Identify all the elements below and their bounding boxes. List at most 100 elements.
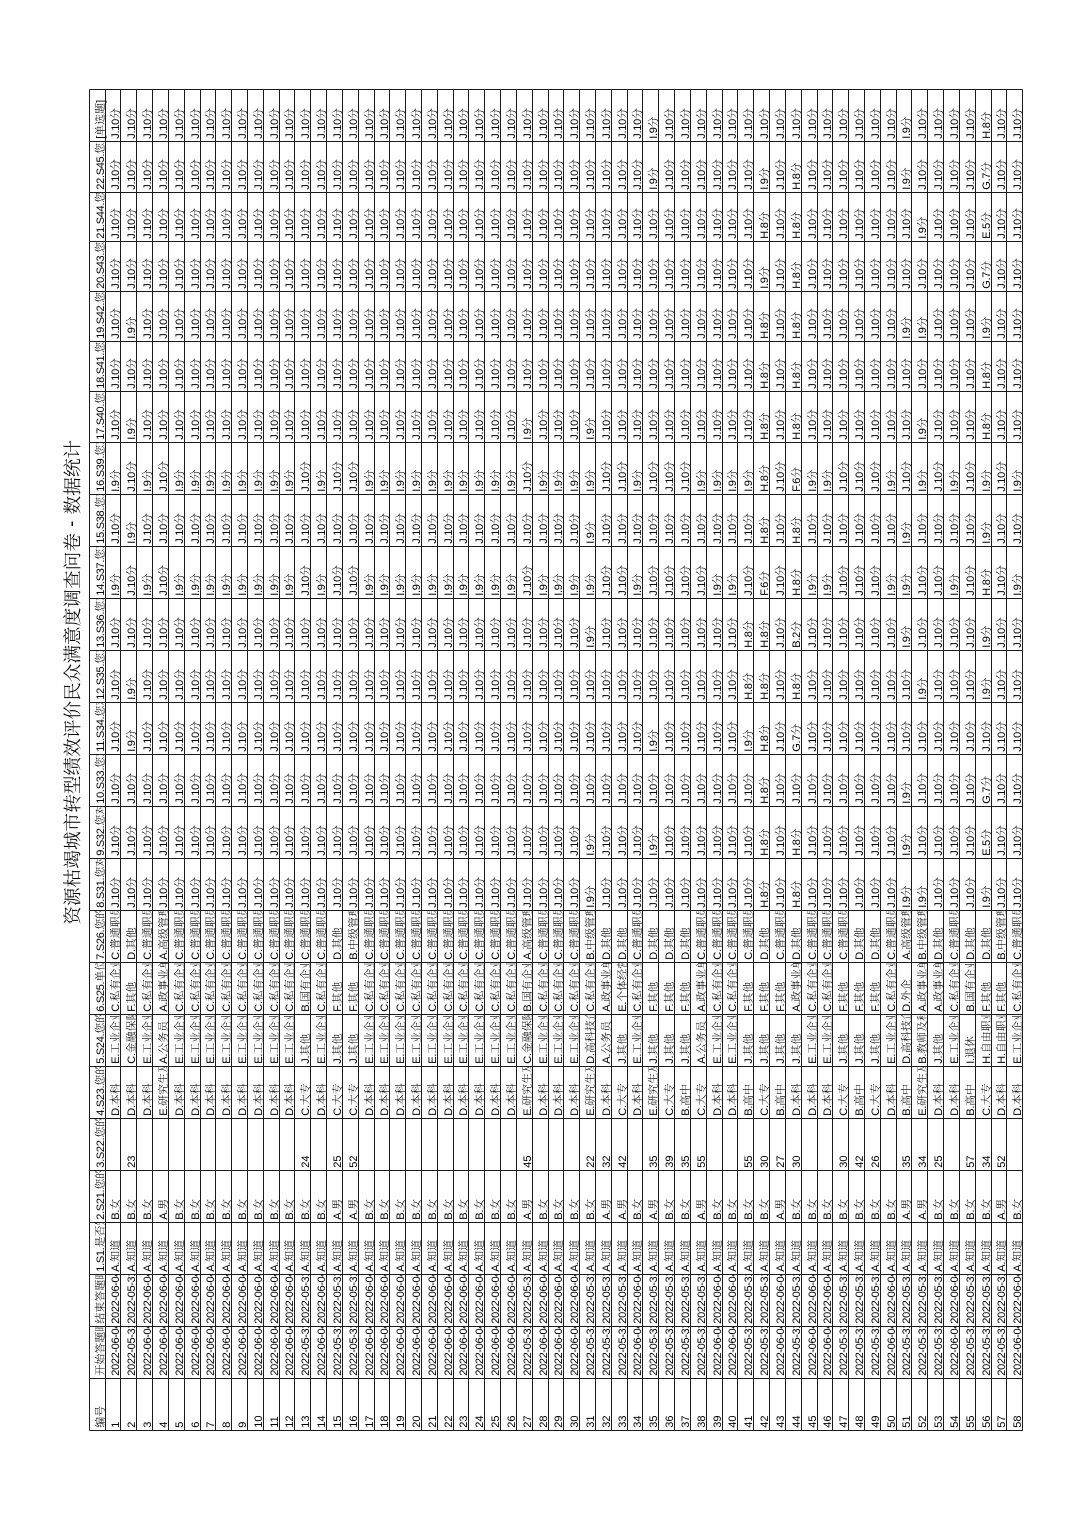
svg-text:29: 29 [553, 1415, 565, 1427]
svg-text:6.S25.: 6.S25. [95, 981, 107, 1011]
svg-text:36: 36 [664, 1415, 676, 1427]
svg-text:39: 39 [712, 1415, 724, 1427]
svg-text:8: 8 [221, 1422, 233, 1428]
svg-text:21.S44.: 21.S44. [95, 203, 107, 239]
svg-text:25: 25 [332, 1155, 344, 1167]
svg-text:26: 26 [870, 1155, 882, 1167]
svg-text:-: - [60, 521, 81, 527]
svg-text:2: 2 [126, 1422, 138, 1428]
svg-text:15: 15 [332, 1415, 344, 1427]
svg-text:7: 7 [205, 1422, 217, 1428]
svg-text:52: 52 [996, 1155, 1008, 1167]
svg-text:45: 45 [807, 1415, 819, 1427]
svg-text:37: 37 [680, 1415, 692, 1427]
svg-text:46: 46 [822, 1415, 834, 1427]
svg-text:24: 24 [300, 1155, 312, 1167]
svg-text:6: 6 [190, 1422, 202, 1428]
svg-text:38: 38 [696, 1415, 708, 1427]
svg-text:1.S1.: 1.S1. [95, 1247, 107, 1271]
svg-text:27: 27 [775, 1155, 787, 1167]
svg-text:31: 31 [585, 1415, 597, 1427]
svg-text:39: 39 [664, 1155, 676, 1167]
svg-text:17: 17 [364, 1415, 376, 1427]
svg-text:30: 30 [791, 1155, 803, 1167]
svg-text:40: 40 [727, 1415, 739, 1427]
svg-text:8.S31.: 8.S31. [95, 877, 107, 907]
svg-text:32: 32 [601, 1415, 613, 1427]
svg-text:30: 30 [838, 1155, 850, 1167]
svg-text:56: 56 [981, 1415, 993, 1427]
svg-text:14: 14 [316, 1415, 328, 1427]
svg-text:33: 33 [617, 1415, 629, 1427]
svg-text:35: 35 [648, 1415, 660, 1427]
svg-text:50: 50 [886, 1415, 898, 1427]
svg-text:11: 11 [269, 1416, 281, 1427]
svg-text:12: 12 [284, 1415, 296, 1427]
svg-text:42: 42 [854, 1155, 866, 1167]
svg-text:4.S23.: 4.S23. [95, 1085, 107, 1115]
svg-text:11.S34.: 11.S34. [95, 716, 107, 751]
svg-text:35: 35 [901, 1155, 913, 1167]
svg-text:19.S42.: 19.S42. [95, 303, 107, 339]
svg-text:26: 26 [506, 1415, 518, 1427]
svg-text:17.S40.: 17.S40. [95, 404, 107, 440]
svg-text:]: ] [95, 100, 107, 103]
svg-text:20: 20 [411, 1415, 423, 1427]
svg-text:10: 10 [253, 1415, 265, 1427]
svg-text:57: 57 [996, 1415, 1008, 1427]
svg-text:22: 22 [443, 1415, 455, 1427]
svg-text:16: 16 [348, 1415, 360, 1427]
svg-text:2.S21.: 2.S21. [95, 1189, 107, 1219]
svg-text:25: 25 [490, 1415, 502, 1427]
svg-text:13.S36.: 13.S36. [95, 612, 107, 648]
svg-text:54: 54 [949, 1415, 961, 1427]
svg-text:30: 30 [759, 1155, 771, 1167]
svg-text:34: 34 [632, 1415, 644, 1427]
svg-text:57: 57 [965, 1155, 977, 1167]
svg-text:35: 35 [680, 1155, 692, 1167]
svg-text:12.S35.: 12.S35. [95, 664, 107, 700]
svg-text:34: 34 [917, 1155, 929, 1167]
svg-text:22: 22 [585, 1155, 597, 1167]
svg-text:23: 23 [458, 1415, 470, 1427]
svg-text:35: 35 [648, 1155, 660, 1167]
svg-text:13: 13 [300, 1415, 312, 1427]
svg-text:25: 25 [933, 1155, 945, 1167]
svg-text:28: 28 [538, 1415, 550, 1427]
svg-text:9.S32.: 9.S32. [95, 825, 107, 855]
svg-text:45: 45 [522, 1155, 534, 1167]
svg-text:19: 19 [395, 1415, 407, 1427]
svg-text:4: 4 [158, 1422, 170, 1428]
svg-text:24: 24 [474, 1415, 486, 1427]
svg-text:[: [ [95, 136, 107, 139]
svg-text:47: 47 [838, 1415, 850, 1427]
svg-text:15.S38.: 15.S38. [95, 508, 107, 544]
svg-text:49: 49 [870, 1415, 882, 1427]
svg-text:55: 55 [965, 1415, 977, 1427]
svg-text:55: 55 [743, 1155, 755, 1167]
svg-text:51: 51 [901, 1415, 913, 1427]
svg-text:1: 1 [110, 1422, 122, 1428]
svg-text:43: 43 [775, 1415, 787, 1427]
svg-text:27: 27 [522, 1415, 534, 1427]
svg-text:52: 52 [917, 1415, 929, 1427]
svg-text:5: 5 [174, 1422, 186, 1428]
svg-text:32: 32 [601, 1155, 613, 1167]
svg-text:21: 21 [427, 1415, 439, 1427]
svg-text:42: 42 [759, 1415, 771, 1427]
svg-text:41: 41 [743, 1415, 755, 1427]
svg-text:9: 9 [237, 1422, 249, 1428]
svg-text:53: 53 [933, 1415, 945, 1427]
svg-text:18: 18 [379, 1415, 391, 1427]
svg-text:23: 23 [126, 1155, 138, 1167]
svg-text:52: 52 [348, 1155, 360, 1167]
svg-text:42: 42 [617, 1155, 629, 1167]
svg-text:58: 58 [1012, 1415, 1024, 1427]
svg-text:48: 48 [854, 1415, 866, 1427]
svg-text:18.S41.: 18.S41. [95, 353, 107, 389]
svg-text:5.S24.: 5.S24. [95, 1033, 107, 1063]
svg-text:3.S22.: 3.S22. [95, 1137, 107, 1167]
svg-text:3: 3 [142, 1422, 154, 1428]
svg-text:14.S37.: 14.S37. [95, 560, 107, 596]
svg-text:16.S39.: 16.S39. [95, 456, 107, 492]
